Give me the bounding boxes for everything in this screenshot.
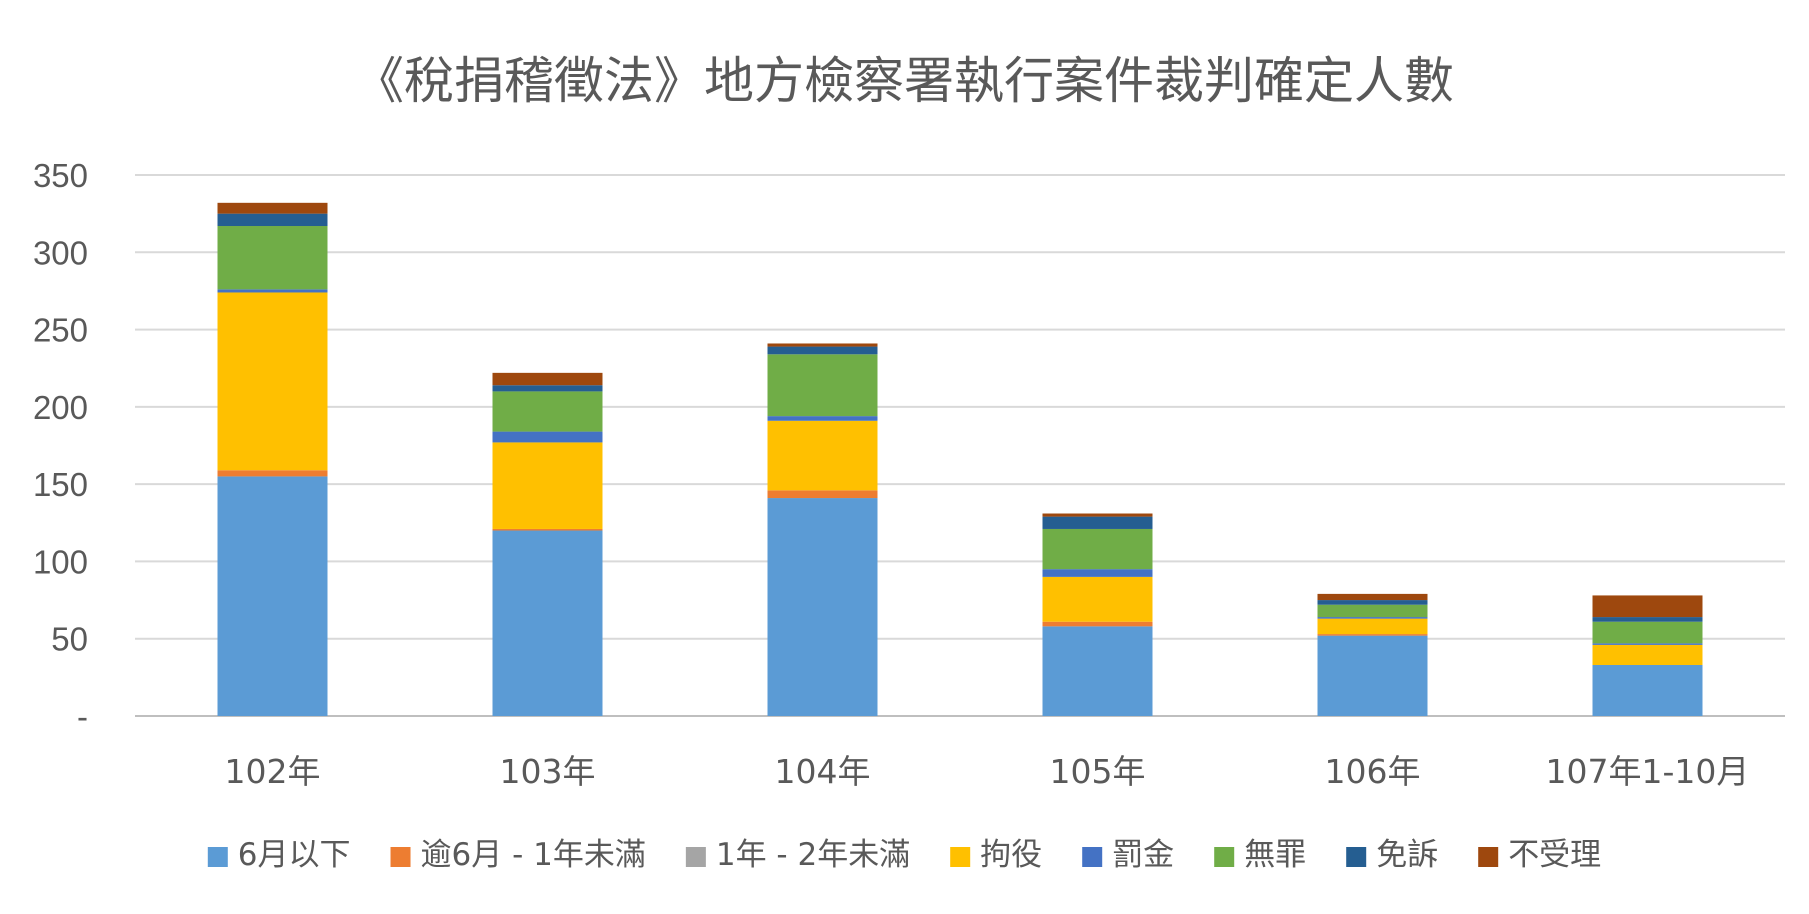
legend: 6月以下 逾6月 - 1年未滿 1年 - 2年未滿 拘役 罰金 無罪 免訴 不受理 (207, 837, 1601, 873)
legend-swatch (685, 847, 706, 867)
bar-segment (1042, 621, 1153, 627)
bar-segment (1317, 600, 1428, 605)
legend-swatch (1346, 847, 1367, 867)
bar-segment (1317, 604, 1428, 618)
legend-item: 罰金 (1082, 837, 1174, 873)
bar-segment (217, 476, 328, 716)
bar-segment (767, 343, 878, 347)
y-axis-ticks: - 50 100 150 200 250 300 350 (33, 157, 88, 735)
bar-segment (1592, 617, 1703, 622)
y-tick-label: 100 (33, 543, 88, 580)
gridlines (135, 174, 1785, 717)
legend-swatch (390, 847, 411, 867)
bar-segment (1592, 595, 1703, 618)
legend-swatch (1214, 847, 1235, 867)
bar-segment (217, 292, 328, 471)
x-tick-label: 102年 (225, 752, 321, 791)
bar-segment (1317, 634, 1428, 636)
legend-swatch (207, 847, 228, 867)
bar-segment (767, 490, 878, 499)
bar-segment (492, 442, 603, 529)
bar-segment (1042, 516, 1153, 529)
bar-segment (1592, 643, 1703, 645)
bar-segment (217, 226, 328, 290)
legend-item: 拘役 (950, 837, 1042, 873)
legend-swatch (950, 847, 971, 867)
x-tick-label: 104年 (775, 752, 871, 791)
bar-segment (1317, 635, 1428, 716)
y-tick-label: - (77, 698, 88, 735)
y-tick-label: 50 (51, 621, 88, 658)
bar-segment (1317, 617, 1428, 619)
legend-item: 無罪 (1214, 837, 1306, 873)
bar-segment (492, 528, 603, 531)
bar-segment (767, 416, 878, 421)
chart-title: 《稅捐稽徵法》地方檢察署執行案件裁判確定人數 (354, 52, 1454, 110)
legend-label: 不受理 (1508, 837, 1601, 873)
bar-segment (217, 202, 328, 214)
x-tick-label: 107年1-10月 (1546, 752, 1750, 791)
x-tick-label: 105年 (1050, 752, 1146, 791)
bar-segment (767, 346, 878, 355)
y-tick-label: 200 (33, 389, 88, 426)
bar-segment (1317, 618, 1428, 635)
legend-item: 1年 - 2年未滿 (685, 837, 910, 873)
legend-label: 逾6月 - 1年未滿 (421, 837, 646, 873)
y-tick-label: 350 (33, 157, 88, 194)
bar-segment (217, 289, 328, 293)
legend-swatch (1082, 847, 1103, 867)
legend-label: 免訴 (1376, 837, 1438, 873)
bar-segment (1042, 626, 1153, 716)
bar-segment (767, 420, 878, 491)
legend-item: 逾6月 - 1年未滿 (390, 837, 646, 873)
bar-segment (492, 385, 603, 392)
bar-segment (217, 213, 328, 227)
bar-segment (767, 354, 878, 417)
legend-label: 6月以下 (238, 837, 351, 873)
legend-label: 1年 - 2年未滿 (716, 837, 910, 873)
bar-segment (492, 530, 603, 716)
legend-label: 無罪 (1244, 837, 1306, 873)
x-tick-label: 106年 (1325, 752, 1421, 791)
bar-segment (492, 431, 603, 443)
bar-segment (1592, 644, 1703, 665)
bar-segment (1592, 664, 1703, 716)
legend-item: 不受理 (1478, 837, 1601, 873)
y-tick-label: 300 (33, 234, 88, 271)
x-axis-ticks: 102年 103年 104年 105年 106年 107年1-10月 (225, 752, 1750, 791)
legend-label: 罰金 (1112, 837, 1174, 873)
legend-label: 拘役 (980, 837, 1042, 873)
legend-swatch (1478, 847, 1499, 867)
bar-segment (492, 372, 603, 386)
bar-segment (1042, 569, 1153, 577)
bar-segment (217, 470, 328, 477)
bar-segment (1042, 513, 1153, 517)
bar-segment (767, 498, 878, 716)
legend-item: 6月以下 (207, 837, 351, 873)
x-tick-label: 103年 (500, 752, 596, 791)
bar-segment (1042, 576, 1153, 622)
bar-segment (492, 391, 603, 432)
legend-item: 免訴 (1346, 837, 1438, 873)
y-tick-label: 250 (33, 312, 88, 349)
bars (217, 202, 1703, 716)
y-tick-label: 150 (33, 466, 88, 503)
bar-segment (1042, 528, 1153, 570)
bar-segment (1592, 621, 1703, 644)
bar-segment (1317, 593, 1428, 601)
